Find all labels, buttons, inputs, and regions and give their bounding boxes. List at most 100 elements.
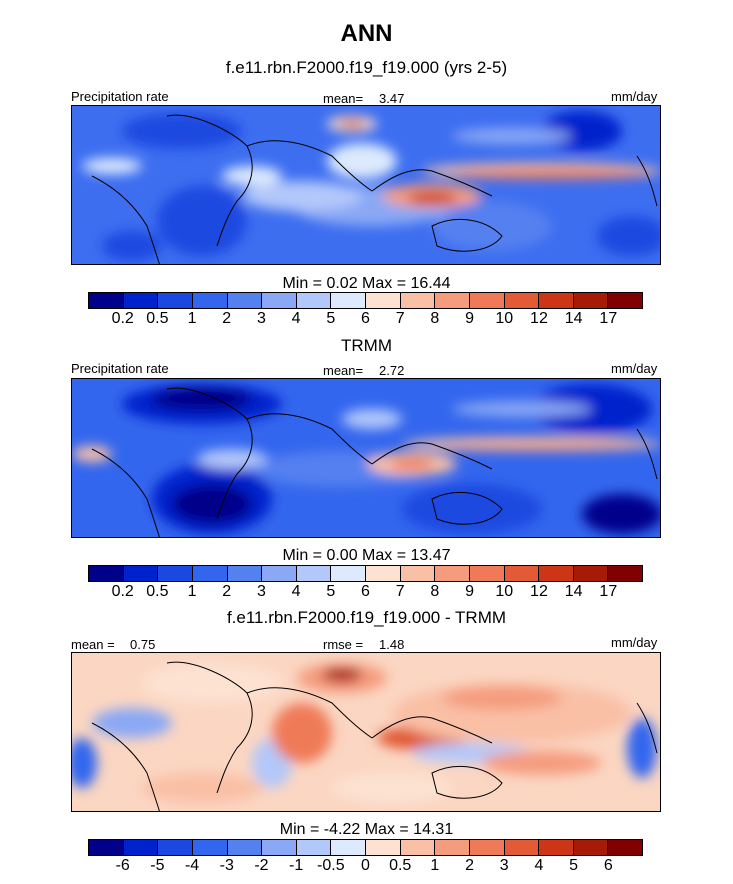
colorbar-cell [123, 293, 159, 308]
panel-2-title: TRMM [341, 336, 392, 355]
colorbar-cell [504, 293, 540, 308]
colorbar-cell [262, 293, 297, 308]
colorbar-cell [331, 840, 366, 855]
colorbar-cell [539, 293, 574, 308]
colorbar-cell [366, 293, 401, 308]
colorbar-cell [573, 840, 609, 855]
panel-3-mean-value: 0.75 [130, 637, 156, 652]
colorbar-tick-label: 9 [465, 583, 475, 600]
colorbar-tick-label: 5 [569, 857, 579, 874]
colorbar-tick-label: 14 [564, 310, 583, 327]
colorbar-tick-label: -1 [289, 857, 304, 874]
figure-title: ANN [340, 20, 393, 47]
colorbar-cell [158, 840, 193, 855]
colorbar-cell [435, 293, 470, 308]
colorbar-tick-label: 10 [495, 583, 514, 600]
panel-1-variable-label: Precipitation rate [71, 89, 169, 104]
colorbar-tick-label: 17 [599, 310, 618, 327]
colorbar-tick-label: 2 [465, 857, 475, 874]
colorbar-tick-label: 4 [291, 310, 301, 327]
panel-3-minmax: Min = -4.22 Max = 14.31 [279, 821, 454, 838]
colorbar-tick-label: 0 [361, 857, 370, 874]
panel-1-mean-label: mean= [323, 91, 364, 106]
colorbar-cell [227, 293, 263, 308]
panel-2-colorbar [88, 565, 643, 582]
colorbar-tick-label: 6 [361, 310, 370, 327]
colorbar-tick-label: 1 [187, 583, 197, 600]
colorbar-cell [296, 840, 332, 855]
colorbar-tick-label: 4 [291, 583, 301, 600]
colorbar-tick-label: 0.2 [111, 310, 134, 327]
colorbar-tick-label: 14 [564, 583, 583, 600]
colorbar-tick-label: 5 [326, 310, 336, 327]
colorbar-tick-label: 0.5 [389, 857, 412, 874]
colorbar-tick-label: -0.5 [317, 857, 345, 874]
colorbar-tick-label: 17 [599, 583, 618, 600]
colorbar-cell [504, 566, 540, 581]
colorbar-cell [539, 566, 574, 581]
colorbar-cell [331, 293, 366, 308]
panel-2-mean-value: 2.72 [379, 363, 405, 378]
colorbar-tick-label: -4 [184, 857, 200, 874]
colorbar-tick-label: 12 [530, 583, 548, 600]
colorbar-tick-label: -5 [150, 857, 165, 874]
panel-3-rmse-value: 1.48 [379, 637, 405, 652]
panel-3-units: mm/day [611, 635, 658, 650]
colorbar-tick-label: 12 [530, 310, 548, 327]
colorbar-cell [435, 840, 470, 855]
colorbar-cell [469, 293, 505, 308]
panel-1-colorbar-ticks: 0.2 0.5 1 2 3 4 5 6 7 8 9 10 12 14 17 [88, 310, 643, 330]
panel-1-colorbar [88, 292, 643, 309]
colorbar-cell [296, 566, 332, 581]
colorbar-tick-label: 10 [495, 310, 514, 327]
colorbar-cell [262, 840, 297, 855]
panel-2-units: mm/day [611, 361, 658, 376]
panel-2-mean-label: mean= [323, 363, 364, 378]
colorbar-cell [192, 840, 228, 855]
panel-2-variable-label: Precipitation rate [71, 361, 169, 376]
colorbar-tick-label: 2 [222, 583, 232, 600]
colorbar-tick-label: 1 [187, 310, 197, 327]
colorbar-tick-label: -6 [115, 857, 130, 874]
colorbar-tick-label: 0.5 [146, 310, 169, 327]
colorbar-cell [400, 293, 436, 308]
panel-3-map [71, 652, 661, 812]
colorbar-cell [366, 840, 401, 855]
panel-2-colorbar-ticks: 0.2 0.5 1 2 3 4 5 6 7 8 9 10 12 14 17 [88, 583, 643, 603]
colorbar-tick-label: 1 [430, 857, 440, 874]
colorbar-cell [504, 840, 540, 855]
colorbar-cell [469, 840, 505, 855]
colorbar-cell [123, 566, 159, 581]
panel-3-title: f.e11.rbn.F2000.f19_f19.000 - TRMM [226, 608, 507, 627]
colorbar-cell [539, 840, 574, 855]
colorbar-cell [400, 840, 436, 855]
colorbar-cell [608, 566, 642, 581]
panel-1-map [71, 105, 661, 265]
panel-3-colorbar [88, 839, 643, 856]
colorbar-tick-label: -3 [219, 857, 234, 874]
colorbar-tick-label: 7 [395, 310, 405, 327]
colorbar-cell [469, 566, 505, 581]
colorbar-cell [89, 566, 124, 581]
colorbar-tick-label: 8 [430, 583, 440, 600]
colorbar-tick-label: 5 [326, 583, 336, 600]
colorbar-cell [608, 293, 642, 308]
colorbar-cell [123, 840, 159, 855]
colorbar-tick-label: 3 [256, 310, 266, 327]
panel-2-map [71, 378, 661, 538]
colorbar-tick-label: 3 [499, 857, 509, 874]
colorbar-cell [227, 566, 263, 581]
colorbar-cell [89, 293, 124, 308]
panel-2-minmax: Min = 0.00 Max = 13.47 [282, 547, 451, 564]
colorbar-cell [573, 566, 609, 581]
colorbar-tick-label: 2 [222, 310, 232, 327]
colorbar-cell [158, 293, 193, 308]
colorbar-tick-label: 0.5 [146, 583, 169, 600]
colorbar-tick-label: 8 [430, 310, 440, 327]
panel-3-mean-label: mean = [71, 637, 115, 652]
colorbar-tick-label: 6 [361, 583, 370, 600]
colorbar-cell [296, 293, 332, 308]
colorbar-cell [366, 566, 401, 581]
panel-1-mean-value: 3.47 [379, 91, 405, 106]
colorbar-cell [227, 840, 263, 855]
